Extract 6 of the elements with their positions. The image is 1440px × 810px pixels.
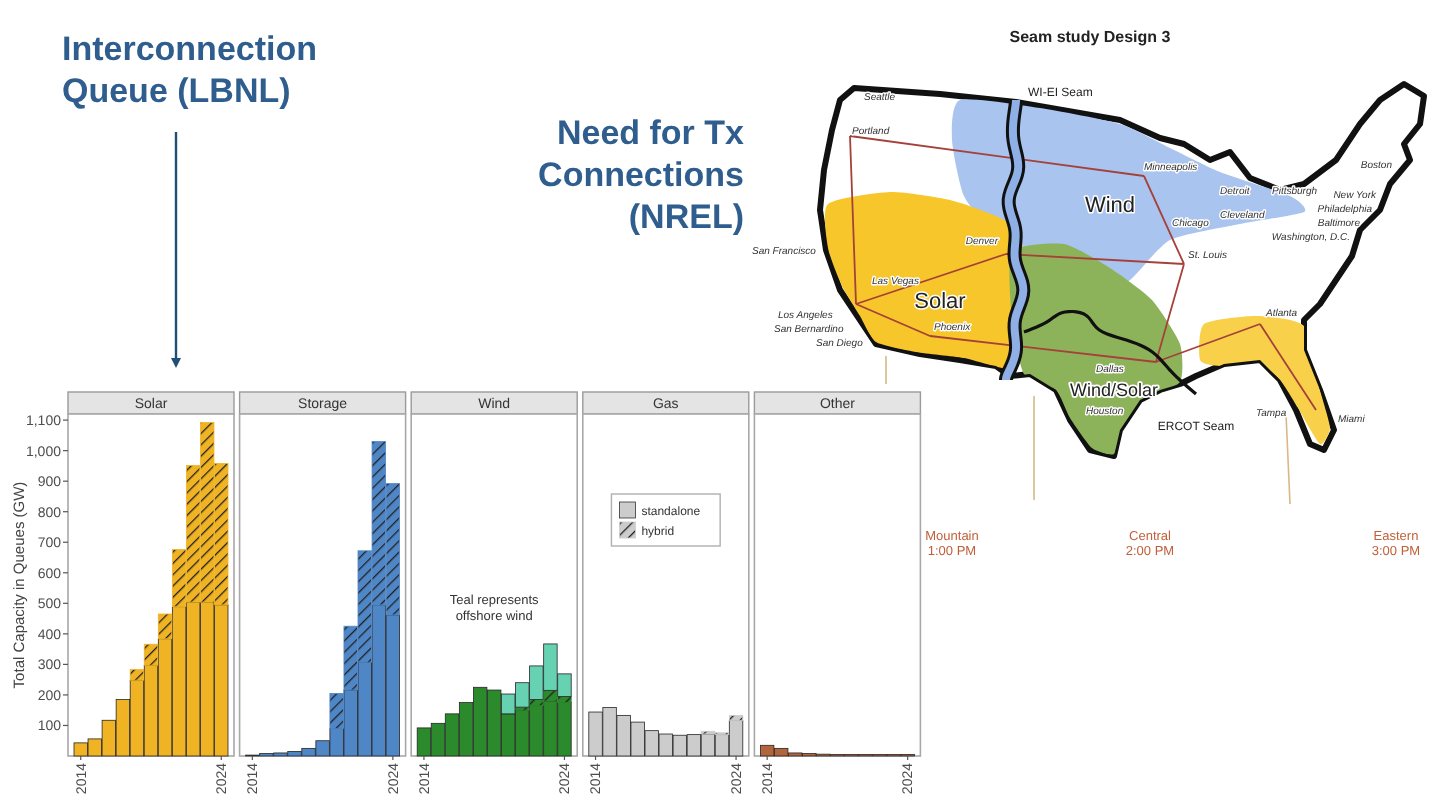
- text: Interconnection Queue (LBNL): [62, 30, 318, 110]
- text: Wind/Solar: [1069, 380, 1159, 400]
- text: Solar: [914, 290, 967, 314]
- text: Wind: [1084, 194, 1136, 218]
- text: Need for Tx Connections (NREL): [538, 114, 746, 236]
- text: Seam study Design 3: [1009, 28, 1172, 46]
